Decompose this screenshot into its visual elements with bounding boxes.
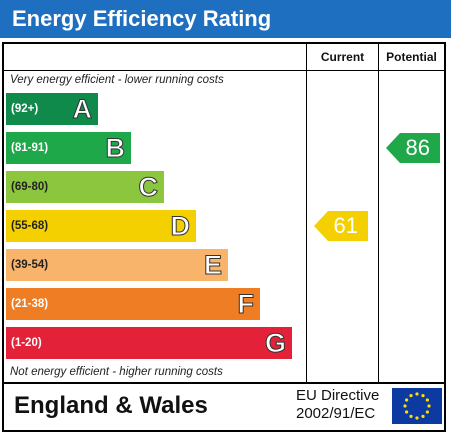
band-g: (1-20) G (6, 327, 292, 359)
band-range-label: (69-80) (11, 181, 49, 193)
title-bar: Energy Efficiency Rating (0, 0, 451, 38)
eu-star (425, 398, 429, 402)
eu-flag-icon (392, 388, 442, 424)
band-range-label: (1-20) (11, 337, 42, 349)
current-rating-value: 61 (333, 213, 358, 238)
band-letter: D (170, 211, 190, 242)
current-arrow-shape (314, 211, 368, 241)
band-range-label: (21-38) (11, 298, 49, 310)
band-c: (69-80) C (6, 171, 164, 203)
eu-star (415, 416, 419, 420)
column-divider (306, 44, 307, 382)
eu-star (403, 404, 407, 408)
column-divider (378, 44, 379, 382)
band-d: (55-68) D (6, 210, 196, 242)
band-letter: E (203, 250, 222, 281)
current-rating-arrow: 61 (314, 211, 368, 241)
band-letter: G (264, 328, 286, 359)
potential-column-header: Potential (386, 50, 437, 64)
top-caption: Very energy efficient - lower running co… (10, 74, 224, 86)
band-b: (81-91) B (6, 132, 131, 164)
eu-star (415, 392, 419, 396)
band-e: (39-54) E (6, 249, 228, 281)
header-divider (4, 70, 444, 71)
band-range-label: (81-91) (11, 142, 49, 154)
eu-star (405, 398, 409, 402)
chart-title: Energy Efficiency Rating (12, 6, 272, 31)
footer: England & Wales EU Directive 2002/91/EC (2, 384, 446, 432)
eu-star (421, 414, 425, 418)
current-column-header: Current (320, 50, 365, 64)
band-a: (92+) A (6, 93, 98, 125)
band-letter: A (72, 94, 92, 125)
band-letter: F (237, 289, 254, 320)
eu-star (425, 410, 429, 414)
eu-star (405, 410, 409, 414)
bottom-caption: Not energy efficient - higher running co… (10, 366, 223, 378)
rating-chart: Current Potential Very energy efficient … (2, 42, 446, 384)
eu-star (421, 394, 425, 398)
band-range-label: (92+) (11, 103, 39, 115)
directive-number: 2002/91/EC (296, 405, 376, 422)
eu-star (427, 404, 431, 408)
band-f: (21-38) F (6, 288, 260, 320)
potential-rating-value: 86 (405, 135, 430, 160)
directive-label: EU Directive (296, 387, 380, 404)
band-range-label: (39-54) (11, 259, 49, 271)
band-letter: C (138, 172, 158, 203)
eu-star (409, 394, 413, 398)
band-letter: B (105, 133, 125, 164)
band-range-label: (55-68) (11, 220, 49, 232)
potential-rating-arrow: 86 (386, 133, 440, 163)
eu-stars-icon (403, 392, 431, 420)
eu-star (409, 414, 413, 418)
region-label: England & Wales (14, 392, 208, 419)
potential-arrow-shape (386, 133, 440, 163)
